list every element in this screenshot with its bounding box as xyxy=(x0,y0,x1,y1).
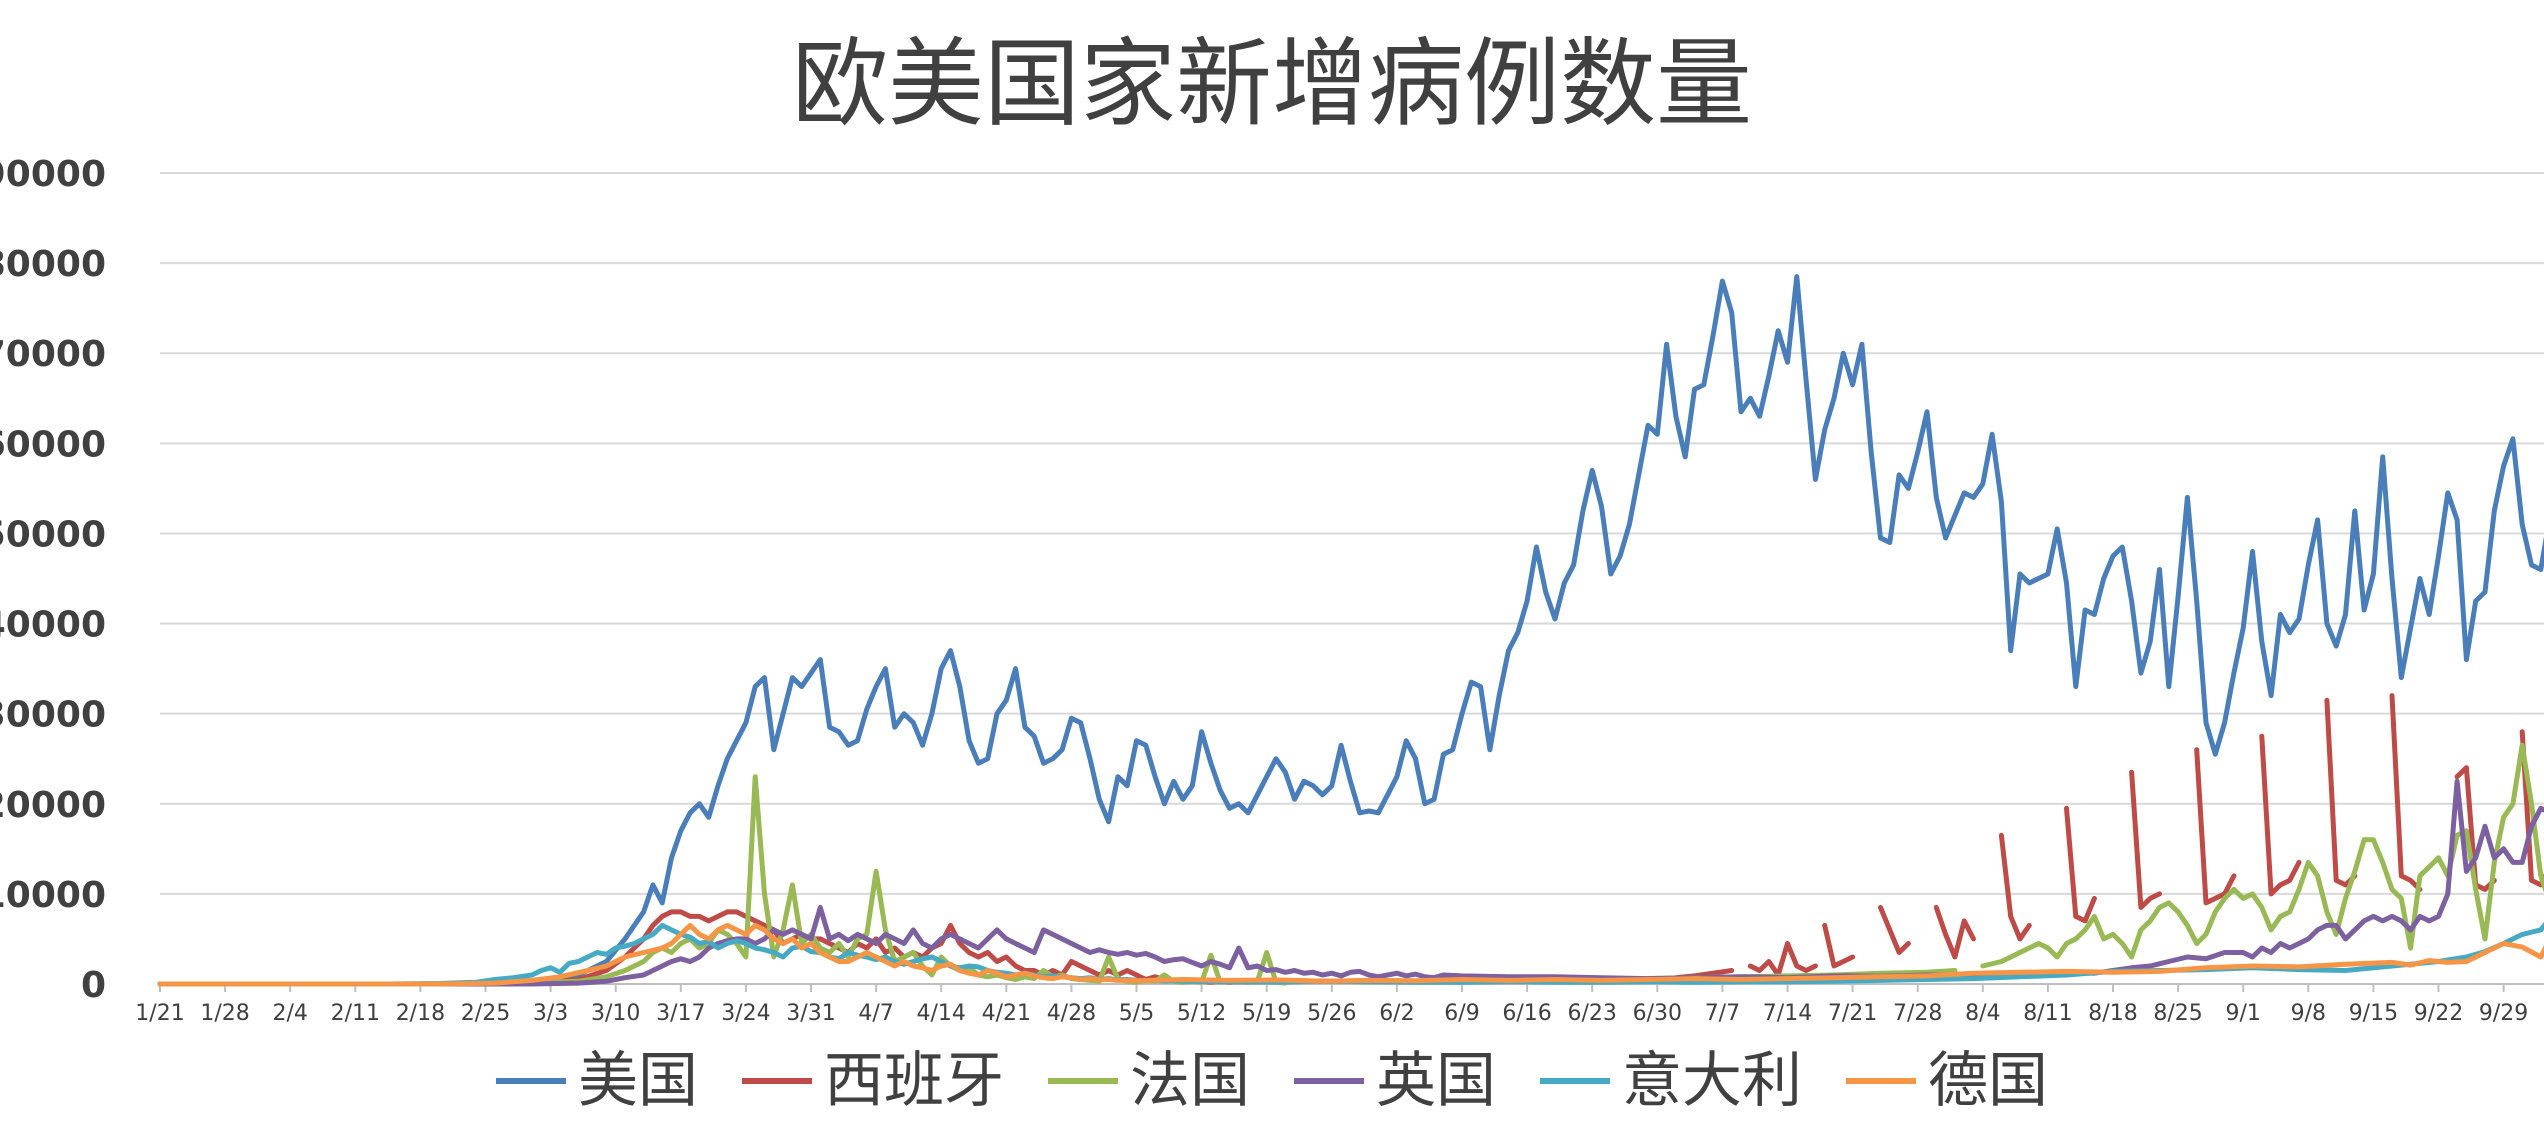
x-tick-label: 4/28 xyxy=(1047,1001,1096,1026)
x-tick-label: 2/11 xyxy=(331,1001,380,1026)
x-tick-label: 5/5 xyxy=(1119,1001,1154,1026)
series-line-segment xyxy=(157,922,2544,987)
series-line-segment xyxy=(2259,733,2302,897)
y-tick-label: 90000 xyxy=(0,154,106,195)
y-tick-label: 50000 xyxy=(0,514,106,555)
series-line-segment xyxy=(157,274,2544,987)
x-tick-label: 1/28 xyxy=(200,1001,249,1026)
x-tick-label: 7/7 xyxy=(1705,1001,1740,1026)
x-tick-label: 9/1 xyxy=(2225,1001,2260,1026)
x-tick-label: 6/9 xyxy=(1444,1001,1479,1026)
x-tick-label: 2/4 xyxy=(272,1001,307,1026)
x-tick-label: 8/4 xyxy=(1965,1001,2000,1026)
line-chart: 0 10000 20000 30000 40000 50000 60000 70000 8000… xyxy=(0,154,2544,1026)
x-tick-label: 3/3 xyxy=(533,1001,568,1026)
series-line-segment xyxy=(1933,904,1976,960)
series-line-segment xyxy=(1998,832,2032,942)
x-tick-label: 8/25 xyxy=(2153,1001,2202,1026)
legend-item: 英国 xyxy=(1294,1051,1496,1111)
legend-label: 英国 xyxy=(1376,1046,1496,1116)
x-tick-label: 4/21 xyxy=(982,1001,1031,1026)
x-tick-label: 3/31 xyxy=(786,1001,835,1026)
legend-swatch xyxy=(1294,1078,1364,1084)
y-tick-label: 20000 xyxy=(0,785,106,826)
y-tick-label: 70000 xyxy=(0,334,106,375)
legend-item: 意大利 xyxy=(1540,1051,1802,1111)
y-tick-label: 10000 xyxy=(0,875,106,916)
x-tick-label: 5/12 xyxy=(1177,1001,1226,1026)
series-6-line xyxy=(157,922,2544,987)
series-3-line xyxy=(157,742,2544,987)
x-tick-label: 3/24 xyxy=(721,1001,770,1026)
x-tick-label: 6/23 xyxy=(1567,1001,1616,1026)
x-tick-label: 2/18 xyxy=(396,1001,445,1026)
grid-lines xyxy=(160,172,2544,895)
x-tick-label: 7/21 xyxy=(1828,1001,1877,1026)
x-tick-label: 6/30 xyxy=(1633,1001,1682,1026)
legend-swatch xyxy=(742,1078,812,1084)
legend-swatch xyxy=(1540,1078,1610,1084)
x-tick-label: 9/8 xyxy=(2291,1001,2326,1026)
x-tick-label: 6/16 xyxy=(1502,1001,1551,1026)
x-tick-label: 9/22 xyxy=(2414,1001,2463,1026)
series-lines xyxy=(157,274,2544,987)
x-tick-label: 3/17 xyxy=(656,1001,705,1026)
y-tick-label: 0 xyxy=(81,965,106,1006)
x-tick-label: 5/19 xyxy=(1242,1001,1291,1026)
series-line-segment xyxy=(2194,747,2237,906)
x-tick-label: 8/18 xyxy=(2088,1001,2137,1026)
legend-label: 法国 xyxy=(1130,1046,1250,1116)
series-4-line xyxy=(157,778,2544,987)
legend-item: 法国 xyxy=(1048,1051,1250,1111)
series-line-segment xyxy=(2519,729,2544,888)
legend-label: 西班牙 xyxy=(824,1046,1004,1116)
x-tick-label: 6/2 xyxy=(1379,1001,1414,1026)
chart-title: 欧美国家新增病例数量 xyxy=(792,28,1752,140)
y-tick-label: 30000 xyxy=(0,695,106,736)
series-line-segment xyxy=(1980,742,2544,969)
legend-label: 德国 xyxy=(1928,1046,2048,1116)
x-tick-label: 7/14 xyxy=(1763,1001,1812,1026)
series-line-segment xyxy=(2389,693,2423,892)
legend-swatch xyxy=(496,1078,566,1084)
y-tick-label: 40000 xyxy=(0,605,106,646)
legend-item: 美国 xyxy=(496,1051,698,1111)
legend: 美国 西班牙 法国 英国 意大利 德国 xyxy=(0,1046,2544,1116)
series-1-line xyxy=(157,274,2544,987)
series-line-segment xyxy=(1878,904,1911,955)
legend-label: 美国 xyxy=(578,1046,698,1116)
x-axis: 1/21 1/28 2/4 2/11 2/18 2/25 3/3 3/10 3/17 3/24 3/… xyxy=(135,983,2544,1026)
x-tick-label: 5/26 xyxy=(1307,1001,1356,1026)
series-line-segment xyxy=(1747,941,1818,978)
legend-item: 西班牙 xyxy=(742,1051,1004,1111)
x-tick-label: 7/28 xyxy=(1893,1001,1942,1026)
x-tick-label: 2/25 xyxy=(461,1001,510,1026)
series-line-segment xyxy=(157,778,2544,987)
x-tick-label: 1/21 xyxy=(135,1001,184,1026)
series-line-segment xyxy=(1822,922,1856,969)
series-line-segment xyxy=(2129,769,2162,910)
y-tick-label: 80000 xyxy=(0,244,106,285)
legend-swatch xyxy=(1048,1078,1118,1084)
y-axis: 0 10000 20000 30000 40000 50000 60000 70000 8000… xyxy=(0,154,106,1006)
y-tick-label: 60000 xyxy=(0,424,106,465)
x-tick-label: 9/15 xyxy=(2349,1001,2398,1026)
x-tick-label: 4/7 xyxy=(858,1001,893,1026)
legend-label: 意大利 xyxy=(1622,1046,1802,1116)
x-tick-label: 4/14 xyxy=(916,1001,965,1026)
legend-item: 德国 xyxy=(1846,1051,2048,1111)
legend-swatch xyxy=(1846,1078,1916,1084)
x-tick-label: 8/11 xyxy=(2023,1001,2072,1026)
x-tick-label: 9/29 xyxy=(2479,1001,2528,1026)
series-line-segment xyxy=(2324,697,2358,888)
series-line-segment xyxy=(2064,805,2097,924)
x-tick-label: 3/10 xyxy=(591,1001,640,1026)
series-line-segment xyxy=(157,909,1251,987)
series-2-line xyxy=(157,693,2544,987)
